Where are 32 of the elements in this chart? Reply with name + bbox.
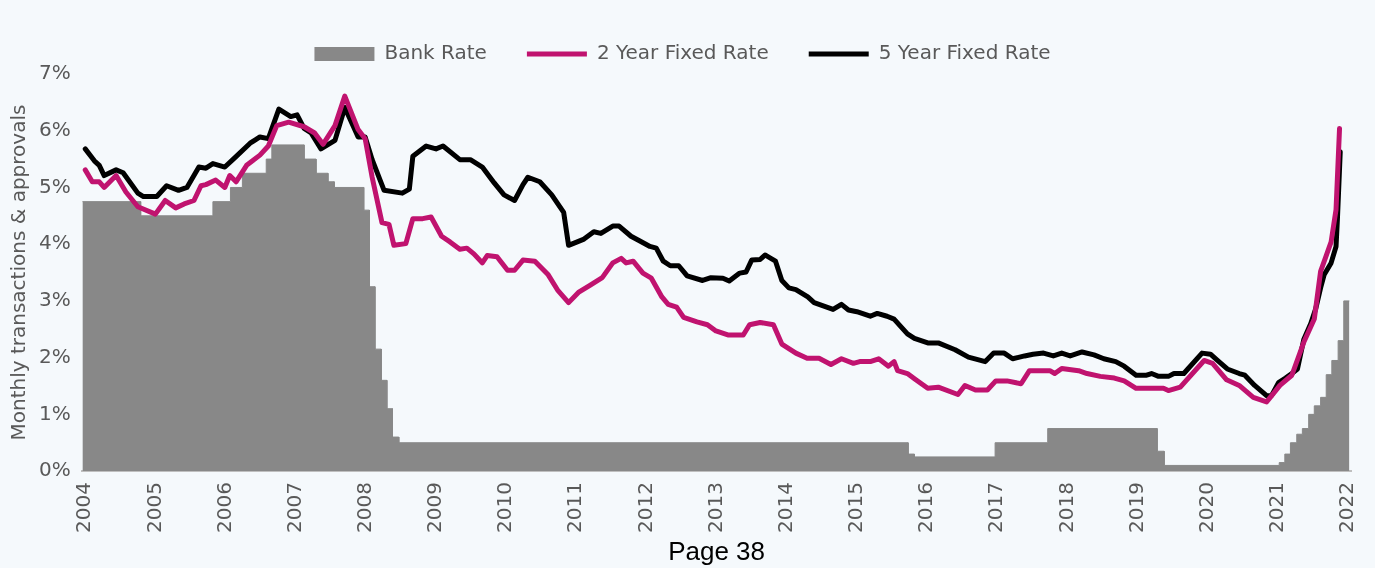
x-tick-label: 2004 [71, 482, 96, 534]
y-tick-label: 4% [38, 230, 71, 255]
x-tick-label: 2022 [1334, 482, 1359, 534]
x-tick-label: 2005 [141, 482, 166, 534]
x-tick-label: 2014 [772, 482, 797, 534]
x-tick-label: 2012 [632, 482, 657, 534]
legend-label: 2 Year Fixed Rate [596, 40, 769, 65]
x-tick-label: 2008 [352, 482, 377, 534]
text: Page 38 [668, 536, 766, 567]
x-tick-label: 2020 [1193, 482, 1218, 534]
y-tick-label: 1% [38, 400, 71, 425]
x-tick-label: 2021 [1264, 482, 1289, 534]
x-tick-label: 2019 [1123, 482, 1148, 534]
legend-label: 5 Year Fixed Rate [878, 40, 1051, 65]
x-tick-label: 2011 [562, 482, 587, 534]
x-tick-label: 2016 [913, 482, 938, 534]
x-tick-label: 2017 [983, 482, 1008, 534]
x-tick-label: 2010 [492, 482, 517, 534]
y-axis-title: Monthly transactions & approvals [6, 104, 31, 441]
y-tick-label: 7% [38, 60, 71, 85]
x-tick-label: 2015 [843, 482, 868, 534]
y-tick-label: 2% [38, 343, 71, 368]
y-tick-label: 5% [38, 173, 71, 198]
x-tick-label: 2006 [211, 482, 236, 534]
x-tick-label: 2013 [702, 482, 727, 534]
x-tick-label: 2009 [422, 482, 447, 534]
y-tick-label: 0% [38, 457, 71, 482]
y-tick-label: 3% [38, 287, 71, 312]
legend-label: Bank Rate [384, 40, 487, 65]
y-tick-label: 6% [38, 116, 71, 141]
x-tick-label: 2018 [1053, 482, 1078, 534]
x-tick-label: 2007 [281, 482, 306, 534]
